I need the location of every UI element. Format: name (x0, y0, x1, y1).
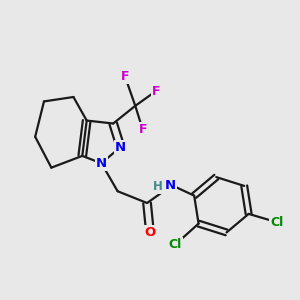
Text: N: N (165, 179, 176, 192)
Text: F: F (121, 70, 129, 83)
Text: Cl: Cl (270, 216, 283, 229)
Text: F: F (152, 85, 160, 98)
Text: N: N (96, 157, 107, 170)
Text: F: F (138, 123, 147, 136)
Text: H: H (153, 180, 163, 193)
Text: N: N (115, 141, 126, 154)
Text: Cl: Cl (168, 238, 182, 251)
Text: O: O (144, 226, 156, 239)
